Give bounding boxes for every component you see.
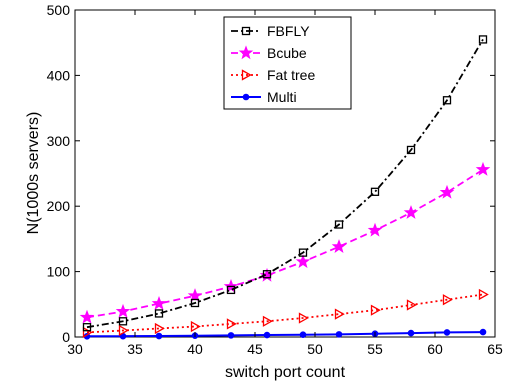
y-tick-label: 400: [47, 67, 71, 83]
data-point-fbfly: [370, 187, 380, 196]
data-point-fat-tree: [298, 312, 309, 324]
y-axis-label: N(1000s servers): [25, 112, 42, 235]
data-point-multi: [443, 329, 451, 336]
x-tick-label: 45: [247, 341, 263, 357]
data-point-bcube: [367, 222, 383, 237]
y-tick-label: 300: [47, 133, 71, 149]
data-point-multi: [407, 329, 415, 337]
legend-label-multi: Multi: [267, 89, 297, 105]
y-tick-label: 200: [47, 198, 71, 214]
data-point-fat-tree: [190, 320, 201, 333]
series-line-multi: [86, 331, 484, 338]
data-point-fbfly: [226, 285, 236, 295]
legend-marker-fat-tree: [241, 69, 252, 81]
legend-box: [223, 16, 352, 110]
axis-ticks: 30 35 40 45 50 55 60 65 0 100 200 300 400 500: [47, 2, 503, 357]
legend: FBFLY Bcube Fat tree Multi: [223, 16, 352, 110]
data-point-fbfly: [298, 248, 308, 257]
data-point-bcube: [403, 205, 419, 219]
series-multi: [83, 328, 487, 340]
series-line-fat-tree: [86, 293, 484, 334]
x-tick-label: 55: [367, 341, 383, 357]
data-point-bcube: [151, 295, 167, 310]
data-point-fat-tree: [154, 322, 165, 335]
data-point-fbfly: [442, 96, 452, 105]
legend-label-fat-tree: Fat tree: [267, 67, 315, 83]
legend-marker-fbfly: [241, 26, 251, 36]
data-point-fbfly: [190, 298, 200, 308]
x-tick-label: 40: [187, 341, 203, 357]
x-tick-label: 35: [127, 341, 143, 357]
data-point-fbfly: [406, 145, 416, 155]
x-axis-label: switch port count: [225, 364, 346, 381]
data-point-fbfly: [154, 309, 164, 318]
y-tick-label: 100: [47, 264, 71, 280]
data-point-fat-tree: [370, 304, 381, 316]
data-point-bcube: [187, 288, 203, 302]
data-point-bcube: [331, 239, 347, 253]
legend-label-bcube: Bcube: [267, 45, 307, 61]
data-point-multi: [299, 331, 307, 339]
x-tick-label: 60: [427, 341, 443, 357]
data-point-fat-tree: [478, 288, 489, 301]
data-point-fat-tree: [406, 299, 417, 311]
data-point-fbfly: [82, 323, 92, 332]
data-layer: [79, 35, 491, 340]
data-point-multi: [155, 332, 163, 340]
data-point-bcube: [295, 254, 311, 268]
data-point-fbfly: [118, 317, 128, 326]
legend-marker-multi: [242, 93, 250, 101]
legend-marker-bcube: [238, 45, 254, 60]
data-point-fbfly: [334, 220, 344, 229]
data-point-multi: [479, 328, 487, 336]
legend-label-fbfly: FBFLY: [267, 23, 310, 39]
data-point-fat-tree: [334, 308, 345, 320]
y-tick-label: 0: [62, 329, 70, 345]
data-point-multi: [335, 331, 343, 338]
series-line-bcube: [86, 168, 484, 319]
data-point-multi: [263, 331, 271, 339]
data-point-fat-tree: [262, 315, 273, 327]
data-point-bcube: [79, 309, 95, 324]
y-tick-label: 500: [47, 2, 71, 18]
data-point-fbfly: [478, 35, 488, 44]
data-point-fbfly: [262, 270, 272, 279]
data-point-fat-tree: [442, 294, 453, 306]
data-point-bcube: [475, 161, 491, 176]
x-tick-label: 65: [487, 341, 503, 357]
series-line-fbfly: [86, 38, 484, 329]
data-point-bcube: [439, 184, 455, 199]
data-point-bcube: [115, 303, 131, 318]
data-point-fat-tree: [226, 318, 237, 330]
data-point-multi: [227, 332, 235, 339]
series-fat-tree: [82, 288, 489, 339]
data-point-fat-tree: [118, 324, 129, 337]
x-tick-label: 50: [307, 341, 323, 357]
series-fbfly: [82, 35, 488, 332]
x-tick-label: 30: [67, 341, 83, 357]
